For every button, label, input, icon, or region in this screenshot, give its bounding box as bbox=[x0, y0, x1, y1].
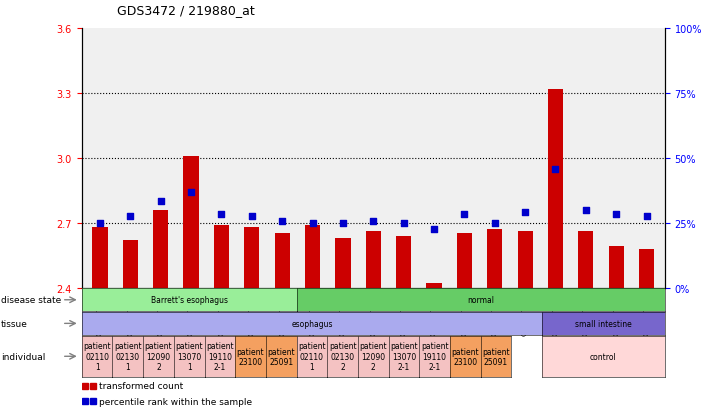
Text: patient
13070
1: patient 13070 1 bbox=[176, 342, 203, 371]
Point bbox=[337, 220, 348, 226]
Text: individual: individual bbox=[1, 352, 45, 361]
Bar bbox=[427, 284, 442, 288]
Bar bbox=[639, 249, 654, 288]
Text: control: control bbox=[590, 352, 616, 361]
Point bbox=[307, 220, 319, 226]
Text: GDS3472 / 219880_at: GDS3472 / 219880_at bbox=[117, 4, 255, 17]
Point bbox=[398, 220, 410, 226]
Bar bbox=[548, 89, 563, 288]
Bar bbox=[396, 236, 411, 288]
Text: patient
19110
2-1: patient 19110 2-1 bbox=[206, 342, 234, 371]
Bar bbox=[305, 225, 320, 288]
Point bbox=[277, 218, 288, 224]
Point bbox=[641, 214, 652, 220]
Bar bbox=[456, 234, 472, 288]
Text: patient
02110
1: patient 02110 1 bbox=[83, 342, 111, 371]
Text: patient
02130
1: patient 02130 1 bbox=[114, 342, 141, 371]
Point bbox=[124, 214, 136, 220]
Bar bbox=[578, 232, 594, 288]
Point bbox=[580, 207, 592, 214]
Bar bbox=[365, 232, 381, 288]
Text: small intestine: small intestine bbox=[575, 319, 632, 328]
Text: esophagus: esophagus bbox=[291, 319, 333, 328]
Text: normal: normal bbox=[467, 296, 494, 304]
Bar bbox=[214, 225, 229, 288]
Point bbox=[215, 211, 227, 218]
Bar bbox=[153, 210, 169, 288]
Text: patient
12090
2: patient 12090 2 bbox=[144, 342, 172, 371]
Point bbox=[368, 218, 379, 224]
Text: patient
12090
2: patient 12090 2 bbox=[360, 342, 387, 371]
Text: patient
02110
1: patient 02110 1 bbox=[298, 342, 326, 371]
Text: patient
13070
2-1: patient 13070 2-1 bbox=[390, 342, 418, 371]
Point bbox=[246, 214, 257, 220]
Point bbox=[95, 220, 106, 226]
Text: patient
19110
2-1: patient 19110 2-1 bbox=[421, 342, 449, 371]
Bar bbox=[609, 247, 624, 288]
Point bbox=[550, 166, 561, 173]
Bar bbox=[183, 156, 198, 288]
Point bbox=[520, 209, 531, 216]
Text: patient
25091: patient 25091 bbox=[267, 347, 295, 366]
Point bbox=[155, 198, 166, 205]
Bar bbox=[518, 232, 533, 288]
Bar bbox=[336, 238, 351, 288]
Text: patient
23100: patient 23100 bbox=[451, 347, 479, 366]
Text: patient
23100: patient 23100 bbox=[237, 347, 264, 366]
Text: Barrett's esophagus: Barrett's esophagus bbox=[151, 296, 228, 304]
Bar bbox=[274, 234, 290, 288]
Point bbox=[489, 220, 501, 226]
Text: patient
02130
2: patient 02130 2 bbox=[328, 342, 356, 371]
Text: percentile rank within the sample: percentile rank within the sample bbox=[100, 396, 252, 406]
Bar bbox=[487, 230, 503, 288]
Bar bbox=[92, 228, 107, 288]
Text: transformed count: transformed count bbox=[100, 381, 183, 390]
Text: disease state: disease state bbox=[1, 296, 61, 304]
Bar bbox=[244, 228, 260, 288]
Point bbox=[459, 211, 470, 218]
Bar bbox=[123, 240, 138, 288]
Point bbox=[186, 190, 197, 196]
Point bbox=[428, 226, 439, 233]
Text: tissue: tissue bbox=[1, 319, 28, 328]
Point bbox=[611, 211, 622, 218]
Text: patient
25091: patient 25091 bbox=[482, 347, 510, 366]
